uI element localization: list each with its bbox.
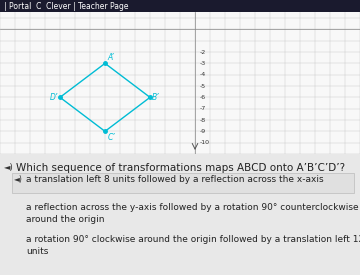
Text: a translation left 8 units followed by a reflection across the x-axis: a translation left 8 units followed by a… — [26, 175, 324, 184]
Text: a rotation 90° clockwise around the origin followed by a translation left 12
uni: a rotation 90° clockwise around the orig… — [26, 235, 360, 257]
Text: -6: -6 — [199, 95, 206, 100]
Text: D’: D’ — [50, 93, 58, 102]
Text: Which sequence of transformations maps ABCD onto A’B’C’D’?: Which sequence of transformations maps A… — [16, 163, 345, 173]
Text: -10: -10 — [199, 140, 210, 145]
Text: a reflection across the y-axis followed by a rotation 90° counterclockwise
aroun: a reflection across the y-axis followed … — [26, 203, 359, 224]
Text: -9: -9 — [199, 129, 206, 134]
Text: C’: C’ — [107, 133, 115, 142]
Text: | Portal  C  Clever | Teacher Page: | Portal C Clever | Teacher Page — [4, 2, 128, 11]
Text: -2: -2 — [199, 50, 206, 54]
FancyBboxPatch shape — [12, 173, 354, 193]
Text: -4: -4 — [199, 72, 206, 77]
Text: A’: A’ — [107, 53, 114, 62]
Text: -7: -7 — [199, 106, 206, 111]
Text: B’: B’ — [152, 93, 160, 102]
Text: -5: -5 — [199, 84, 206, 89]
Text: -8: -8 — [199, 117, 206, 122]
Text: ◄): ◄) — [14, 175, 23, 184]
Text: -3: -3 — [199, 61, 206, 66]
Text: ◄): ◄) — [4, 163, 14, 172]
